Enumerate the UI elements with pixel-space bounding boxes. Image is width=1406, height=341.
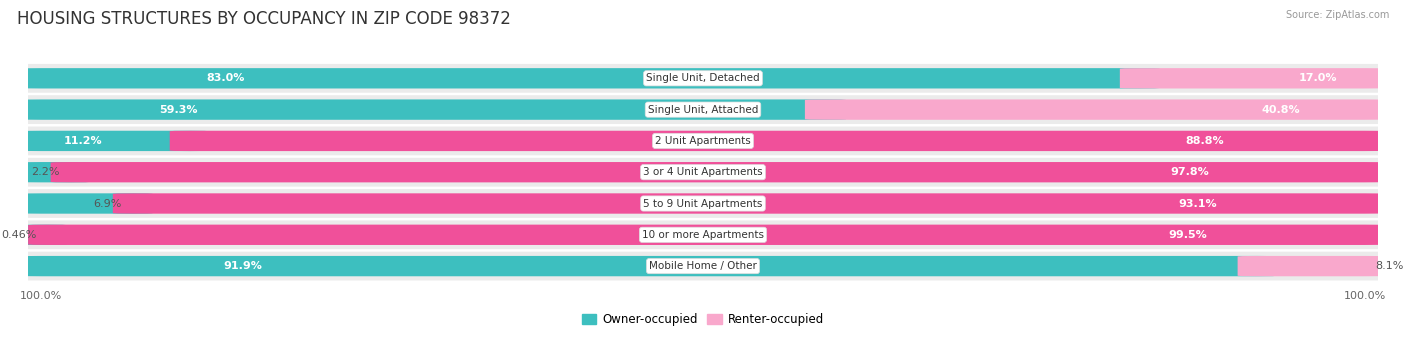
Text: Single Unit, Detached: Single Unit, Detached [647, 73, 759, 83]
Text: 88.8%: 88.8% [1185, 136, 1223, 146]
Text: 11.2%: 11.2% [63, 136, 103, 146]
Text: 91.9%: 91.9% [224, 261, 263, 271]
FancyBboxPatch shape [28, 225, 1385, 245]
Text: 0.46%: 0.46% [1, 230, 37, 240]
Text: 59.3%: 59.3% [159, 105, 198, 115]
Text: 93.1%: 93.1% [1178, 198, 1216, 208]
FancyBboxPatch shape [1, 95, 1405, 124]
Text: Mobile Home / Other: Mobile Home / Other [650, 261, 756, 271]
FancyBboxPatch shape [21, 162, 90, 182]
Text: Single Unit, Attached: Single Unit, Attached [648, 105, 758, 115]
Text: 17.0%: 17.0% [1299, 73, 1337, 83]
Text: 8.1%: 8.1% [1375, 261, 1403, 271]
FancyBboxPatch shape [21, 256, 1277, 276]
FancyBboxPatch shape [112, 193, 1385, 214]
Text: Source: ZipAtlas.com: Source: ZipAtlas.com [1285, 10, 1389, 20]
FancyBboxPatch shape [1, 127, 1405, 155]
FancyBboxPatch shape [21, 225, 67, 245]
FancyBboxPatch shape [1, 252, 1405, 281]
FancyBboxPatch shape [21, 68, 1160, 88]
Text: 5 to 9 Unit Apartments: 5 to 9 Unit Apartments [644, 198, 762, 208]
FancyBboxPatch shape [21, 193, 152, 214]
Text: HOUSING STRUCTURES BY OCCUPANCY IN ZIP CODE 98372: HOUSING STRUCTURES BY OCCUPANCY IN ZIP C… [17, 10, 510, 28]
FancyBboxPatch shape [804, 100, 1385, 120]
Text: 3 or 4 Unit Apartments: 3 or 4 Unit Apartments [643, 167, 763, 177]
FancyBboxPatch shape [21, 131, 209, 151]
Text: 2.2%: 2.2% [31, 167, 60, 177]
FancyBboxPatch shape [1, 220, 1405, 249]
Text: 2 Unit Apartments: 2 Unit Apartments [655, 136, 751, 146]
Text: 97.8%: 97.8% [1171, 167, 1209, 177]
FancyBboxPatch shape [1, 158, 1405, 187]
FancyBboxPatch shape [1, 189, 1405, 218]
FancyBboxPatch shape [21, 100, 846, 120]
FancyBboxPatch shape [1, 64, 1405, 93]
FancyBboxPatch shape [170, 131, 1385, 151]
Text: 10 or more Apartments: 10 or more Apartments [643, 230, 763, 240]
Text: 40.8%: 40.8% [1261, 105, 1301, 115]
FancyBboxPatch shape [51, 162, 1385, 182]
Text: 83.0%: 83.0% [207, 73, 245, 83]
Legend: Owner-occupied, Renter-occupied: Owner-occupied, Renter-occupied [578, 308, 828, 331]
FancyBboxPatch shape [1237, 256, 1385, 276]
FancyBboxPatch shape [1119, 68, 1385, 88]
Text: 99.5%: 99.5% [1168, 230, 1206, 240]
Text: 6.9%: 6.9% [94, 198, 122, 208]
